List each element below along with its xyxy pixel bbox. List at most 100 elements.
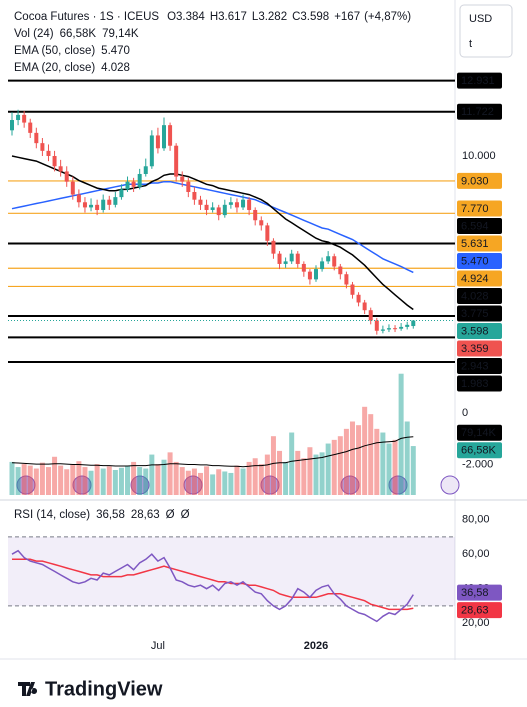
candle-body bbox=[95, 204, 100, 210]
candle-body bbox=[119, 189, 124, 198]
volume-bar bbox=[149, 454, 155, 495]
candle-body bbox=[149, 135, 154, 167]
legend-text: Ø bbox=[166, 509, 175, 521]
axis-label-box bbox=[457, 270, 502, 287]
axis-label: 6.594 bbox=[461, 220, 489, 232]
volume-bar bbox=[313, 454, 319, 495]
volume-bar bbox=[374, 428, 380, 495]
volume-ma-line bbox=[11, 436, 414, 468]
rsi-line bbox=[11, 549, 414, 623]
candle-body bbox=[125, 181, 130, 190]
candle-body bbox=[52, 156, 57, 167]
volume-bar bbox=[39, 462, 45, 495]
currency-box[interactable] bbox=[459, 4, 513, 58]
candle-body bbox=[374, 320, 379, 331]
candle-body bbox=[46, 150, 51, 157]
candle-body bbox=[344, 274, 349, 285]
candle-body bbox=[131, 181, 136, 187]
x-tick-label: 2026 bbox=[304, 640, 328, 652]
x-tick-label: Jul bbox=[151, 640, 165, 652]
axis-label-box bbox=[457, 72, 502, 89]
y-tick-label: -2.000 bbox=[462, 458, 493, 470]
candle-body bbox=[295, 253, 300, 264]
volume-bar bbox=[325, 443, 331, 495]
brand: TradingView bbox=[45, 678, 163, 700]
axis-label: 36,58 bbox=[461, 587, 489, 599]
volume-bar bbox=[210, 474, 216, 495]
axis-label-box bbox=[457, 323, 502, 340]
legend-text: L bbox=[252, 11, 259, 23]
candle-body bbox=[228, 202, 233, 205]
legend-background bbox=[10, 9, 416, 25]
volume-bar bbox=[58, 465, 64, 495]
axis-label: 28,63 bbox=[461, 605, 489, 617]
event-icon[interactable] bbox=[440, 475, 460, 495]
legend-text: 3.598 bbox=[300, 11, 329, 23]
axis-label: 4.924 bbox=[461, 273, 489, 285]
candle-body bbox=[168, 125, 173, 146]
candle-body bbox=[113, 197, 118, 205]
legend-text: +167 bbox=[334, 11, 360, 23]
volume-bar bbox=[386, 443, 392, 495]
axis-label-box bbox=[457, 358, 502, 375]
volume-bar bbox=[270, 436, 276, 495]
volume-bar bbox=[52, 456, 58, 495]
axis-label: 66,58K bbox=[461, 445, 497, 457]
volume-bar bbox=[88, 470, 94, 495]
volume-bar bbox=[125, 465, 131, 495]
legend-background bbox=[10, 60, 134, 76]
axis-label: 5.470 bbox=[461, 255, 489, 267]
candle-body bbox=[411, 320, 416, 327]
volume-bar bbox=[118, 467, 124, 495]
volume-bar bbox=[398, 373, 404, 495]
candle-body bbox=[192, 191, 197, 200]
candle-body bbox=[222, 204, 227, 216]
candle-body bbox=[58, 166, 63, 172]
axis-label-box bbox=[457, 424, 502, 441]
candle-body bbox=[64, 171, 69, 182]
candle-body bbox=[247, 199, 252, 210]
candle-body bbox=[289, 253, 294, 262]
event-icon[interactable] bbox=[388, 475, 408, 495]
volume-bar bbox=[410, 446, 416, 495]
volume-bar bbox=[392, 439, 398, 495]
legend-text: C bbox=[292, 11, 300, 23]
volume-bar bbox=[356, 425, 362, 495]
candle-body bbox=[101, 199, 106, 210]
volume-bar bbox=[15, 467, 21, 495]
candle-body bbox=[89, 204, 94, 208]
candle-body bbox=[314, 269, 318, 280]
candle-body bbox=[210, 207, 215, 210]
volume-bar bbox=[252, 458, 258, 495]
legend-text: 3.384 bbox=[176, 11, 205, 23]
candle-body bbox=[386, 328, 391, 330]
candle-body bbox=[216, 207, 221, 216]
volume-bar bbox=[240, 468, 246, 495]
volume-bar bbox=[295, 450, 301, 495]
volume-bar bbox=[380, 432, 386, 495]
axis-label-box bbox=[457, 288, 502, 305]
candle-body bbox=[326, 256, 331, 262]
axis-label: 4.028 bbox=[461, 290, 489, 302]
candle-body bbox=[301, 263, 306, 272]
volume-bar bbox=[197, 472, 203, 495]
legend-text: RSI (14, close) bbox=[14, 509, 90, 521]
candle-body bbox=[380, 329, 385, 331]
volume-bar bbox=[234, 465, 240, 495]
volume-bar bbox=[185, 470, 191, 495]
volume-bar bbox=[362, 406, 368, 495]
volume-bar bbox=[112, 470, 118, 495]
rsi-tick-label: 80,00 bbox=[462, 514, 490, 526]
candle-body bbox=[356, 294, 361, 303]
legend-text: 66,58K bbox=[60, 28, 97, 40]
axis-label: 3.359 bbox=[461, 343, 489, 355]
volume-bar bbox=[70, 464, 76, 495]
candle-body bbox=[10, 120, 14, 131]
volume-bar bbox=[343, 428, 349, 495]
volume-bar bbox=[27, 465, 33, 495]
unit: t bbox=[469, 38, 472, 50]
candle-body bbox=[162, 125, 166, 149]
volume-bar bbox=[173, 461, 179, 495]
axis-label: 5.631 bbox=[461, 238, 489, 250]
event-icon[interactable] bbox=[72, 475, 92, 495]
